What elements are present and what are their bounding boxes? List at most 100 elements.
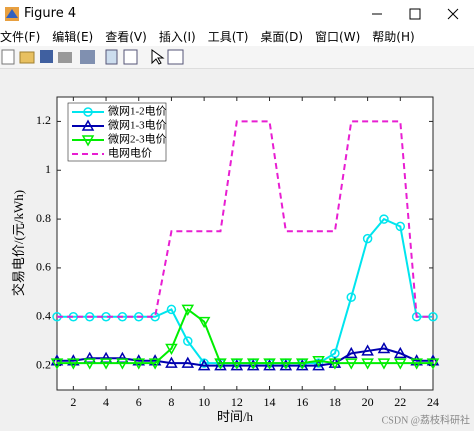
marker xyxy=(116,358,129,370)
marker xyxy=(132,358,146,370)
marker xyxy=(395,221,406,232)
marker xyxy=(81,119,95,131)
marker xyxy=(426,358,440,370)
marker xyxy=(50,358,64,370)
marker xyxy=(344,346,358,359)
x-tick-label: 14 xyxy=(264,395,276,409)
marker xyxy=(166,304,177,315)
toolbar xyxy=(0,46,474,69)
legend-label: 电网电价 xyxy=(108,147,152,160)
marker xyxy=(312,359,325,371)
marker xyxy=(428,312,438,322)
marker xyxy=(181,304,195,316)
window-title: Figure 4 xyxy=(24,6,77,21)
y-tick-label: 1.2 xyxy=(36,113,51,127)
marker xyxy=(361,344,374,356)
save[interactable] xyxy=(40,50,53,63)
x-tick-label: 10 xyxy=(198,395,210,409)
marker xyxy=(361,358,374,370)
app-icon xyxy=(5,7,19,21)
legend-label: 微网1-2电价 xyxy=(108,104,167,118)
title-bar: Figure 4 xyxy=(0,0,474,28)
new[interactable] xyxy=(1,49,15,65)
chart: 时间/h 交易电价/(元/kWh) CSDN @荔枝科研社 0.2 0.4 0.6 0… xyxy=(11,96,470,426)
marker xyxy=(84,312,95,322)
marker xyxy=(148,358,162,370)
marker xyxy=(379,214,389,224)
marker xyxy=(362,233,373,244)
y-tick-label: 0.8 xyxy=(36,211,51,225)
marker xyxy=(183,336,193,346)
marker xyxy=(83,107,93,117)
x-tick-label: 2 xyxy=(70,395,76,409)
menu-item[interactable]: 桌面(D) xyxy=(260,30,304,44)
menu-item[interactable]: 帮助(H) xyxy=(372,30,415,44)
menu-bar: 文件(F) 编辑(E) 查看(V) 插入(I) 工具(T) 桌面(D) 窗口(W) 帮助(H) xyxy=(0,28,474,46)
close[interactable] xyxy=(447,8,459,20)
y-tick-label: 1 xyxy=(45,162,51,176)
maximize[interactable] xyxy=(409,8,421,20)
x-tick-label: 8 xyxy=(168,395,174,409)
marker xyxy=(214,358,227,370)
menu-item[interactable]: 编辑(E) xyxy=(52,30,94,44)
window-controls[interactable] xyxy=(364,0,474,28)
marker xyxy=(346,292,357,302)
inspector[interactable] xyxy=(167,49,184,65)
menu-item[interactable]: 查看(V) xyxy=(105,30,147,44)
marker xyxy=(197,316,211,329)
marker xyxy=(394,346,407,359)
x-tick-label: 16 xyxy=(296,395,308,409)
y-axis-label: 交易电价/(元/kWh) xyxy=(11,190,26,296)
x-tick-label: 4 xyxy=(103,395,109,409)
marker xyxy=(426,354,440,366)
legend-label: 微网2-3电价 xyxy=(108,132,167,146)
marker xyxy=(181,356,195,368)
marker xyxy=(197,359,211,371)
legend-toggle[interactable] xyxy=(123,49,138,65)
marker xyxy=(81,135,95,147)
marker xyxy=(50,354,64,366)
watermark: CSDN @荔枝科研社 xyxy=(382,413,470,426)
open[interactable] xyxy=(19,51,35,64)
x-tick-label: 12 xyxy=(231,395,243,409)
y-tick-label: 0.4 xyxy=(36,309,51,323)
marker xyxy=(230,358,244,370)
link[interactable] xyxy=(80,50,95,64)
menu-item[interactable]: 工具(T) xyxy=(207,30,249,44)
marker xyxy=(279,358,293,370)
print[interactable] xyxy=(58,52,72,63)
marker xyxy=(344,358,358,370)
x-tick-label: 24 xyxy=(427,395,439,409)
marker xyxy=(83,358,96,370)
legend-label: 微网1-3电价 xyxy=(108,118,167,132)
marker xyxy=(410,358,423,370)
marker xyxy=(328,358,342,370)
toolbar-icons[interactable] xyxy=(0,46,200,68)
marker xyxy=(394,358,407,370)
marker xyxy=(312,355,325,368)
marker xyxy=(410,354,423,366)
y-tick-label: 0.2 xyxy=(36,357,51,371)
marker xyxy=(132,354,146,366)
marker xyxy=(377,358,391,370)
menu-item[interactable]: 窗口(W) xyxy=(315,30,361,44)
marker xyxy=(377,341,391,354)
pointer[interactable] xyxy=(151,49,165,65)
menu-item[interactable]: 文件(F) xyxy=(0,30,41,44)
x-axis-label: 时间/h xyxy=(217,409,254,424)
colorbar[interactable] xyxy=(105,49,118,65)
marker xyxy=(99,358,113,370)
marker xyxy=(165,356,178,368)
series-line xyxy=(57,120,433,318)
marker xyxy=(295,358,309,370)
y-tick-label: 0.6 xyxy=(36,260,51,274)
x-tick-label: 20 xyxy=(362,395,374,409)
marker xyxy=(263,358,276,370)
marker xyxy=(165,343,178,356)
marker xyxy=(67,358,80,370)
x-tick-label: 6 xyxy=(136,395,142,409)
marker xyxy=(67,354,80,366)
menu-item[interactable]: 插入(I) xyxy=(158,30,196,44)
